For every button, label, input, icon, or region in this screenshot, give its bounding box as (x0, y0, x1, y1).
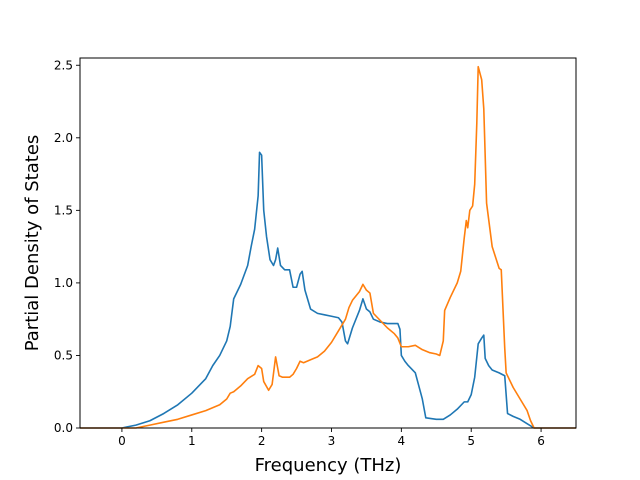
plot-series-group (80, 65, 576, 429)
y-tick-label: 0.5 (54, 348, 73, 362)
y-axis-label: Partial Density of States (22, 135, 43, 352)
x-axis-label: Frequency (THz) (255, 455, 402, 476)
x-tick-label: 0 (118, 434, 126, 448)
y-tick-label: 1.5 (54, 203, 73, 217)
x-tick-label: 6 (537, 434, 545, 448)
y-tick-label: 2.0 (54, 131, 73, 145)
y-tick-label: 0.0 (54, 421, 73, 435)
x-axis-ticks: 0 1 2 3 4 5 6 (118, 428, 545, 448)
x-tick-label: 3 (328, 434, 336, 448)
axes-frame (79, 57, 577, 429)
x-tick-label: 5 (467, 434, 475, 448)
y-tick-label: 2.5 (54, 58, 73, 72)
series-1-line (80, 151, 576, 429)
x-tick-label: 1 (188, 434, 196, 448)
y-tick-label: 1.0 (54, 276, 73, 290)
x-tick-label: 4 (398, 434, 406, 448)
x-tick-label: 2 (258, 434, 266, 448)
series-2-line (80, 65, 576, 429)
y-axis-ticks: 0.0 0.5 1.0 1.5 2.0 2.5 (54, 58, 80, 435)
